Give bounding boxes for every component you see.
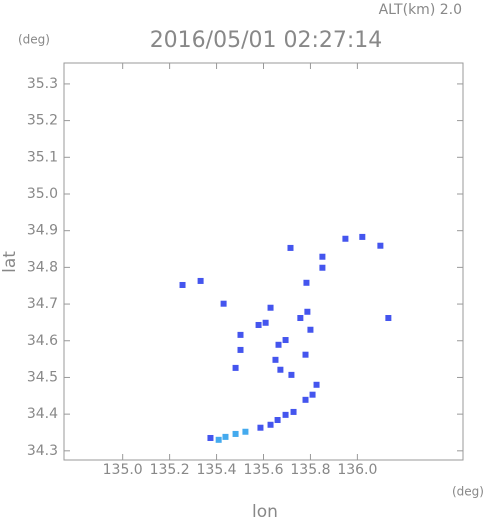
echo-point bbox=[319, 264, 326, 271]
echo-point bbox=[319, 253, 326, 260]
echo-point bbox=[307, 326, 314, 333]
y-tick-label: 34.4 bbox=[27, 406, 58, 422]
echo-point bbox=[342, 235, 349, 242]
y-tick-label: 34.5 bbox=[27, 369, 58, 385]
x-tick-label: 135.8 bbox=[290, 462, 330, 478]
y-tick-label: 35.2 bbox=[27, 113, 58, 129]
echo-point bbox=[215, 436, 222, 443]
echo-point bbox=[207, 434, 214, 441]
echo-point bbox=[377, 242, 384, 249]
echo-point bbox=[232, 364, 239, 371]
echo-point bbox=[220, 300, 227, 307]
y-tick-label: 34.6 bbox=[27, 333, 58, 349]
echo-point bbox=[359, 233, 366, 240]
x-axis-title: lon bbox=[252, 502, 278, 521]
x-tick-label: 136.0 bbox=[337, 462, 377, 478]
y-tick-label: 34.9 bbox=[27, 223, 58, 239]
echo-point bbox=[262, 319, 269, 326]
echo-point bbox=[267, 304, 274, 311]
echo-point bbox=[304, 308, 311, 315]
x-unit: (deg) bbox=[452, 485, 484, 499]
echo-point bbox=[179, 281, 186, 288]
x-tick-label: 135.6 bbox=[243, 462, 283, 478]
x-tick-label: 135.2 bbox=[150, 462, 190, 478]
x-tick-label: 135.0 bbox=[103, 462, 143, 478]
plot-frame bbox=[63, 62, 464, 461]
echo-point bbox=[232, 430, 239, 437]
echo-point bbox=[274, 417, 281, 424]
altitude-label: ALT(km) 2.0 bbox=[379, 2, 462, 18]
echo-point bbox=[257, 424, 264, 431]
y-tick-label: 34.3 bbox=[27, 443, 58, 459]
y-unit: (deg) bbox=[18, 33, 50, 47]
echo-point bbox=[297, 315, 304, 322]
echo-point bbox=[275, 341, 282, 348]
echo-point bbox=[303, 279, 310, 286]
echo-point bbox=[302, 351, 309, 358]
echo-point bbox=[302, 396, 309, 403]
echo-point bbox=[309, 391, 316, 398]
echo-point bbox=[242, 428, 249, 435]
echo-point bbox=[288, 371, 295, 378]
echo-point bbox=[255, 321, 262, 328]
y-axis-title: lat bbox=[0, 251, 20, 273]
y-tick-label: 34.8 bbox=[27, 259, 58, 275]
echo-point bbox=[277, 366, 284, 373]
echo-point bbox=[282, 337, 289, 344]
echo-point bbox=[287, 244, 294, 251]
echo-point bbox=[237, 331, 244, 338]
echo-point bbox=[197, 277, 204, 284]
echo-point bbox=[272, 356, 279, 363]
y-tick-label: 35.3 bbox=[27, 76, 58, 92]
echo-point bbox=[222, 433, 229, 440]
echo-point bbox=[267, 421, 274, 428]
echo-point bbox=[385, 315, 392, 322]
y-tick-label: 35.1 bbox=[27, 149, 58, 165]
echo-point bbox=[282, 411, 289, 418]
echo-point bbox=[290, 408, 297, 415]
echo-point bbox=[237, 346, 244, 353]
chart-title: 2016/05/01 02:27:14 bbox=[150, 28, 383, 53]
echo-point bbox=[313, 381, 320, 388]
y-tick-label: 34.7 bbox=[27, 296, 58, 312]
y-tick-label: 35.0 bbox=[27, 186, 58, 202]
x-tick-label: 135.4 bbox=[197, 462, 237, 478]
